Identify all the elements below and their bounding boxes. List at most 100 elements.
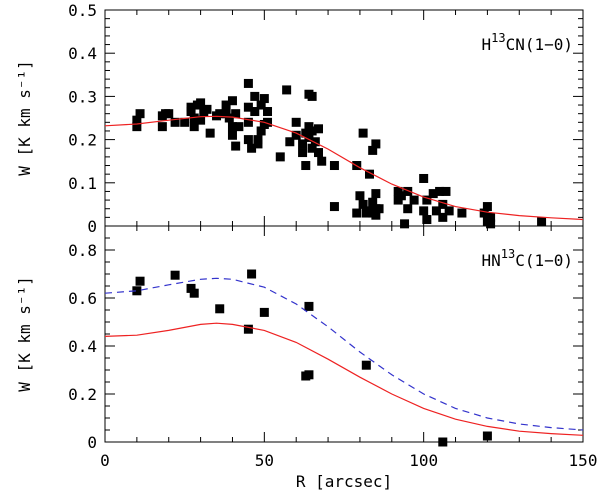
panel-label: HN13C(1−0) — [481, 247, 573, 270]
y-tick-label: 0 — [87, 433, 97, 452]
data-point — [371, 139, 381, 149]
data-point — [329, 202, 339, 212]
data-point — [243, 324, 253, 334]
data-point — [301, 161, 311, 171]
data-point — [444, 206, 454, 216]
data-point — [358, 199, 368, 209]
data-point — [132, 286, 142, 296]
data-point — [435, 186, 445, 196]
data-point — [457, 208, 467, 218]
panel-label-main: H — [481, 35, 491, 54]
data-point — [189, 122, 199, 132]
y-tick-label: 0.1 — [68, 174, 97, 193]
data-point — [438, 437, 448, 447]
y-tick-label: 0.4 — [68, 44, 97, 63]
data-point — [224, 113, 234, 123]
y-tick-label: 0.8 — [68, 241, 97, 260]
data-point — [329, 161, 339, 171]
data-point — [298, 148, 308, 158]
data-point — [250, 107, 260, 117]
y-tick-label: 0.4 — [68, 337, 97, 356]
data-point — [247, 269, 257, 279]
data-point — [259, 307, 269, 317]
x-tick-label: 50 — [255, 451, 274, 470]
panel-label-rest: CN(1−0) — [506, 35, 573, 54]
data-point — [247, 143, 257, 153]
panel-label: H13CN(1−0) — [481, 31, 573, 54]
data-point — [304, 370, 314, 380]
data-point — [135, 276, 145, 286]
data-point — [291, 117, 301, 127]
data-point — [259, 94, 269, 104]
data-point — [170, 117, 180, 127]
data-point — [419, 206, 429, 216]
data-point — [256, 126, 266, 136]
panel-label-sup: 13 — [491, 31, 505, 45]
y-tick-label: 0 — [87, 217, 97, 236]
data-point — [186, 283, 196, 293]
data-point — [243, 117, 253, 127]
data-point — [298, 139, 308, 149]
data-point — [482, 431, 492, 441]
y-tick-label: 0.2 — [68, 131, 97, 150]
data-point — [479, 208, 489, 218]
y-tick-label: 0.5 — [68, 1, 97, 20]
data-point — [438, 199, 448, 209]
panel-label-sup: 13 — [501, 247, 515, 261]
data-point — [317, 156, 327, 166]
data-point — [250, 91, 260, 101]
data-point — [282, 85, 292, 95]
top-panel: 0 0.1 0.2 0.3 0.4 0.5 W [K km s⁻¹] H13CN(1−0) — [15, 1, 584, 236]
data-point — [304, 132, 314, 142]
data-point — [221, 100, 231, 110]
data-point — [371, 189, 381, 199]
y-tick-label: 0.6 — [68, 289, 97, 308]
data-point — [371, 210, 381, 220]
data-point — [368, 197, 378, 207]
data-point — [157, 122, 167, 132]
data-point — [256, 100, 266, 110]
data-point — [358, 128, 368, 138]
data-point — [438, 212, 448, 222]
model-curve-dashed — [105, 277, 583, 431]
data-point — [243, 135, 253, 145]
data-point — [132, 122, 142, 132]
data-point — [202, 104, 212, 114]
data-point — [291, 130, 301, 140]
data-point — [486, 212, 496, 222]
data-point — [227, 130, 237, 140]
data-point — [537, 217, 547, 227]
panel-label-main: HN — [481, 251, 500, 270]
data-point — [400, 219, 410, 229]
data-point — [231, 109, 241, 119]
data-point — [422, 215, 432, 225]
data-point — [243, 102, 253, 112]
data-point — [196, 98, 206, 108]
data-point — [135, 109, 145, 119]
data-point — [403, 186, 413, 196]
panel-label-rest: C(1−0) — [515, 251, 573, 270]
x-tick-label: 0 — [100, 451, 110, 470]
y-axis-title: W [K km s⁻¹] — [15, 60, 34, 176]
data-point — [285, 137, 295, 147]
data-point — [486, 219, 496, 229]
data-point — [304, 301, 314, 311]
data-point — [441, 186, 451, 196]
x-tick-label: 100 — [409, 451, 438, 470]
data-point — [403, 204, 413, 214]
data-point — [227, 96, 237, 106]
data-point — [307, 91, 317, 101]
data-point — [361, 360, 371, 370]
data-point — [234, 122, 244, 132]
data-point — [307, 143, 317, 153]
data-point — [368, 145, 378, 155]
data-point — [263, 107, 273, 117]
y-tick-label: 0.3 — [68, 87, 97, 106]
data-point — [227, 122, 237, 132]
data-point — [310, 137, 320, 147]
data-point — [132, 115, 142, 125]
data-point — [355, 191, 365, 201]
y-axis-title: W [K km s⁻¹] — [15, 276, 34, 392]
y-tick-label: 0.2 — [68, 385, 97, 404]
data-point — [431, 206, 441, 216]
